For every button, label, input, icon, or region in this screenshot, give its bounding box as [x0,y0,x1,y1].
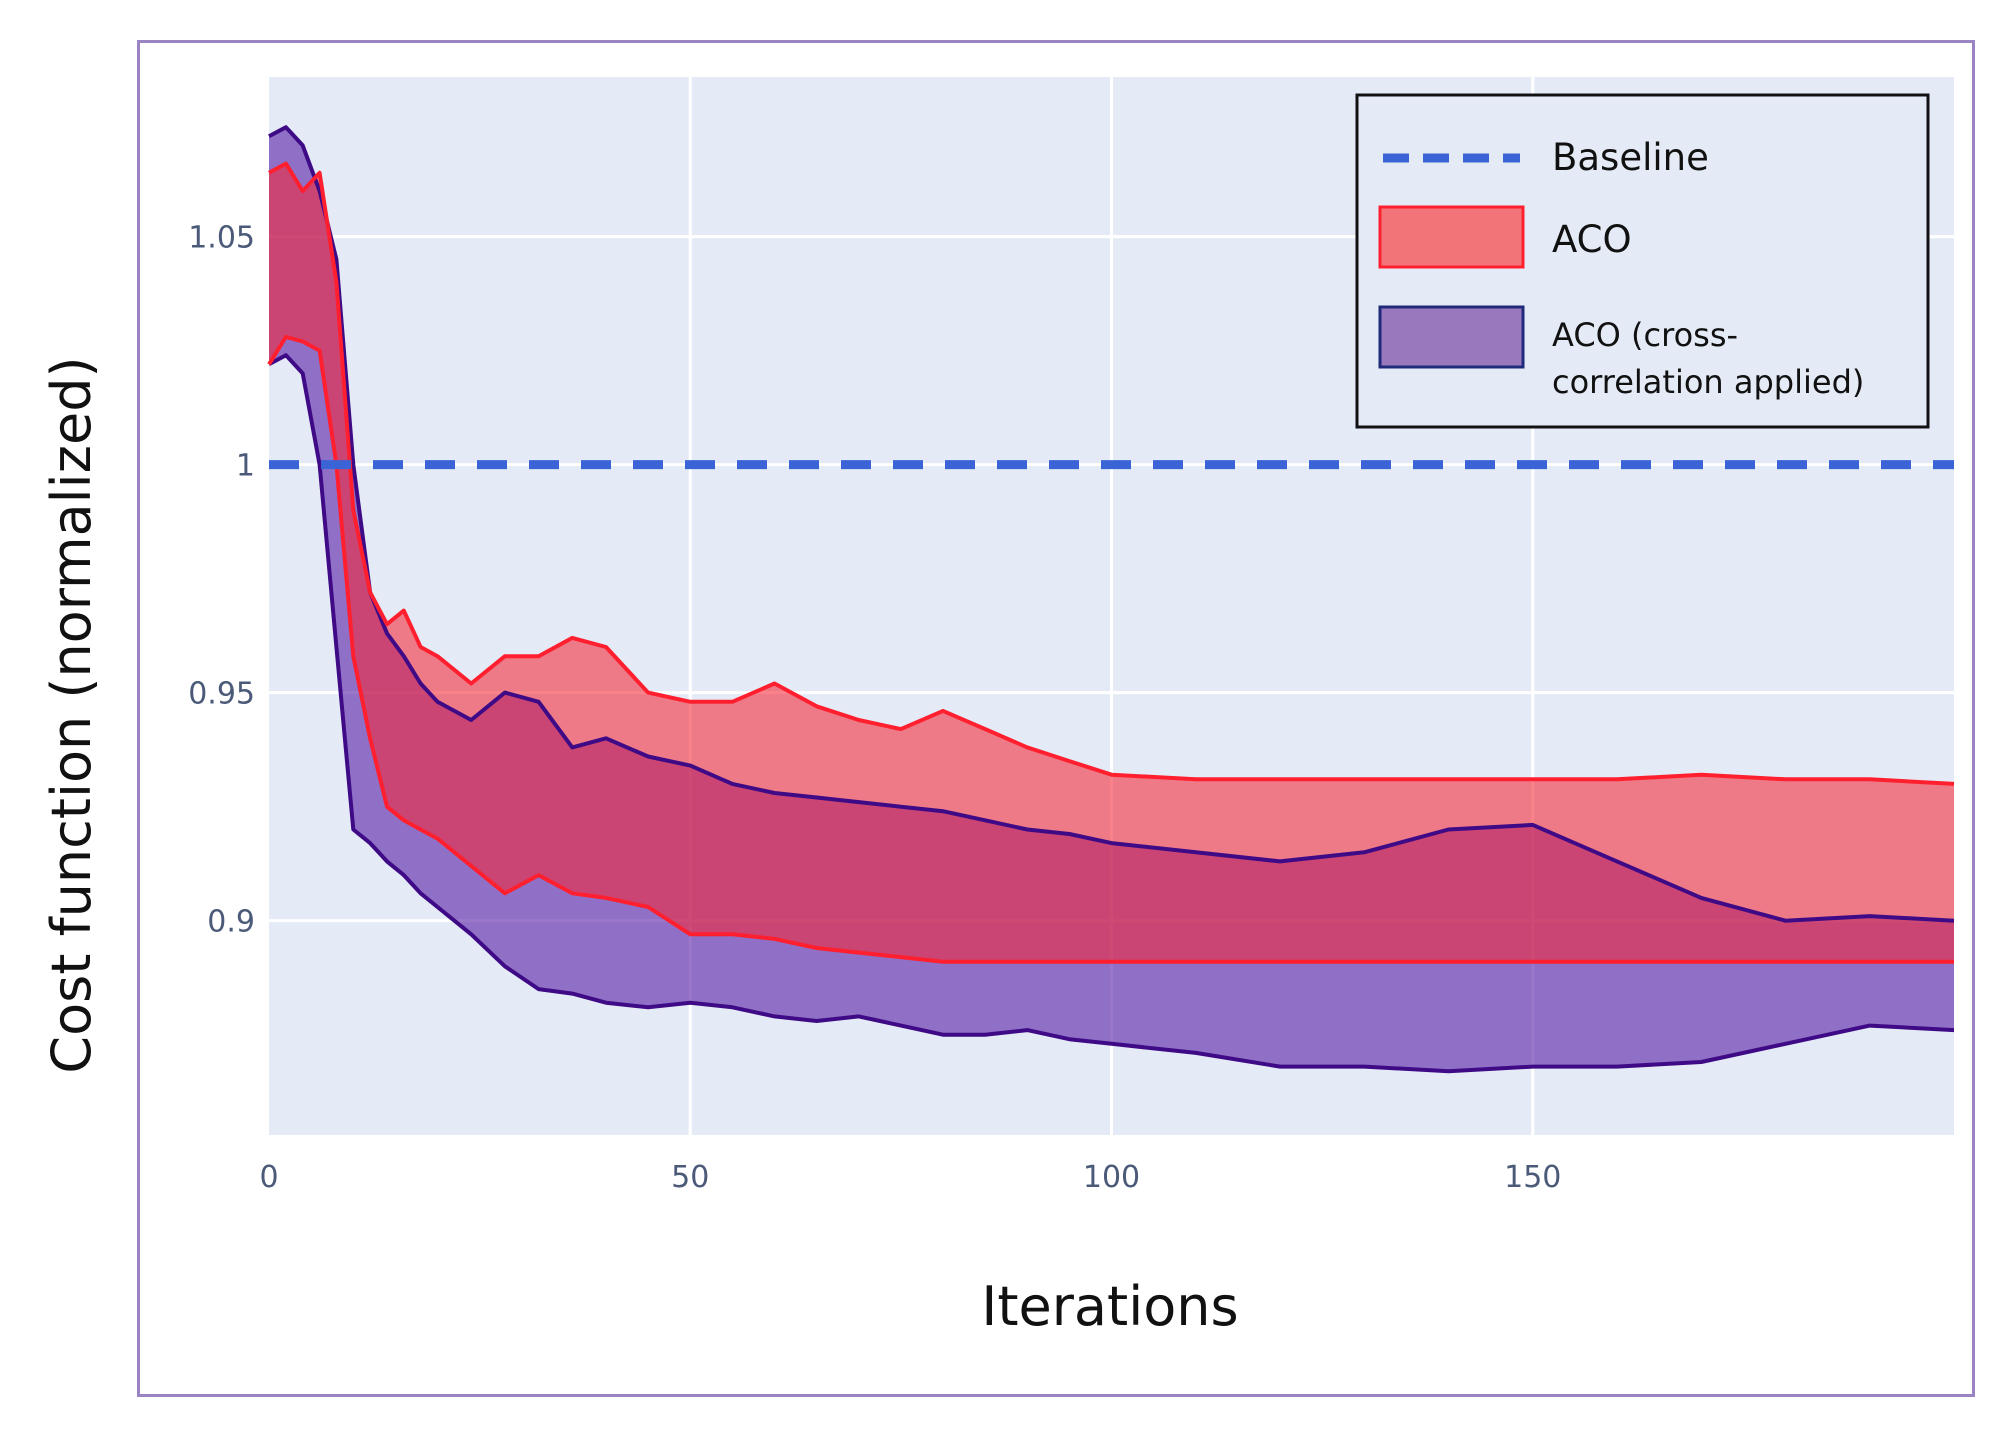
band-aco [269,163,1954,962]
legend-label-aco-cross-line2: correlation applied) [1552,363,1864,401]
band-lower-line-aco [267,334,1954,964]
x-tick-label: 50 [671,1160,709,1195]
legend-label-aco-cross-line1: ACO (cross- [1552,316,1738,354]
legend: Baseline ACO ACO (cross- correlation app… [1355,93,1930,429]
x-tick-label: 100 [1083,1160,1140,1195]
y-tick-label: 1.05 [188,221,255,256]
y-tick-label: 0.9 [207,905,255,940]
x-tick-label: 150 [1504,1160,1561,1195]
y-axis-title: Cost function (normalized) [40,356,103,1073]
band-lower-line-aco-cross [268,353,1955,1074]
series-lines [267,125,1955,1074]
axis-ticks: 0 50 100 150 0.9 0.95 1 1.05 [188,221,1561,1195]
band-upper-line-aco [268,161,1955,786]
y-tick-label: 0.95 [188,677,255,712]
legend-label-aco: ACO [1552,218,1632,261]
legend-swatch-aco [1378,205,1525,269]
x-axis-title: Iterations [981,1275,1238,1338]
x-tick-label: 0 [259,1160,278,1195]
series-bands [269,127,1954,1072]
figure-frame [137,40,1975,1397]
y-tick-label: 1 [236,449,255,484]
legend-label-baseline: Baseline [1552,136,1709,179]
legend-swatch-aco-cross [1378,305,1525,369]
